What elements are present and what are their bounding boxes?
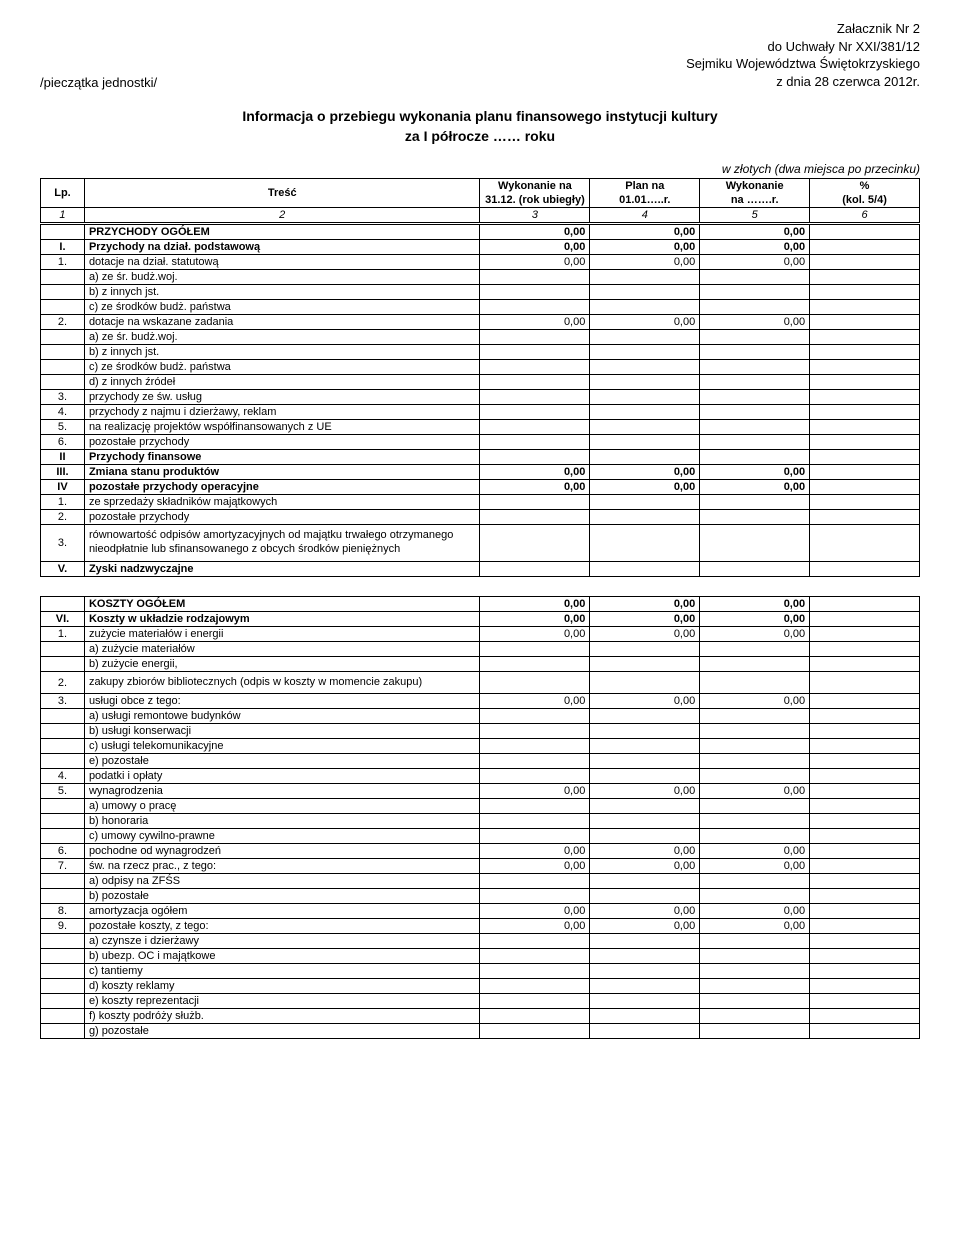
- table-row: b) honoraria: [41, 814, 920, 829]
- table-row: V.Zyski nadzwyczajne: [41, 561, 920, 576]
- coln-1: 1: [41, 208, 85, 224]
- coln-6: 6: [810, 208, 920, 224]
- table-row: 5.na realizację projektów współfinansowa…: [41, 420, 920, 435]
- coln-3: 3: [480, 208, 590, 224]
- table-row: b) z innych jst.: [41, 345, 920, 360]
- table-row: c) ze środków budż. państwa: [41, 300, 920, 315]
- table-row: 3.równowartość odpisów amortyzacyjnych o…: [41, 525, 920, 562]
- section-gap: [41, 576, 920, 596]
- table-row: a) czynsze i dzierżawy: [41, 934, 920, 949]
- annex-line: Załacznik Nr 2: [686, 20, 920, 38]
- table-row: a) ze śr. budż.woj.: [41, 270, 920, 285]
- table-row: 9.pozostałe koszty, z tego:0,000,000,00: [41, 919, 920, 934]
- table-row: 1.zużycie materiałów i energii0,000,000,…: [41, 626, 920, 641]
- table-row: c) usługi telekomunikacyjne: [41, 739, 920, 754]
- table-row: KOSZTY OGÓŁEM0,000,000,00: [41, 596, 920, 611]
- table-row: a) odpisy na ZFŚS: [41, 874, 920, 889]
- table-row: PRZYCHODY OGÓŁEM0,000,000,00: [41, 224, 920, 240]
- council-line: Sejmiku Województwa Świętokrzyskiego: [686, 55, 920, 73]
- table-row: III.Zmiana stanu produktów0,000,000,00: [41, 465, 920, 480]
- col-lp: Lp.: [41, 179, 85, 208]
- unit-note: w złotych (dwa miejsca po przecinku): [40, 162, 920, 176]
- table-row: 3.usługi obce z tego:0,000,000,00: [41, 694, 920, 709]
- annex-block: Załacznik Nr 2 do Uchwały Nr XXI/381/12 …: [686, 20, 920, 90]
- col-wyk-bot: 31.12. (rok ubiegły): [480, 193, 590, 208]
- page-subtitle: za I półrocze …… roku: [40, 128, 920, 144]
- table-row: c) ze środków budż. państwa: [41, 360, 920, 375]
- col-plan-bot: 01.01…..r.: [590, 193, 700, 208]
- stamp-placeholder: /pieczątka jednostki/: [40, 75, 157, 90]
- table-row: 4.podatki i opłaty: [41, 769, 920, 784]
- page-title: Informacja o przebiegu wykonania planu f…: [40, 108, 920, 124]
- table-row: a) usługi remontowe budynków: [41, 709, 920, 724]
- table-row: 2.dotacje na wskazane zadania0,000,000,0…: [41, 315, 920, 330]
- col-pct-bot: (kol. 5/4): [810, 193, 920, 208]
- col-wyk2-top: Wykonanie: [700, 179, 810, 194]
- table-row: I.Przychody na dział. podstawową0,000,00…: [41, 240, 920, 255]
- table-row: 4.przychody z najmu i dzierżawy, reklam: [41, 405, 920, 420]
- col-plan-top: Plan na: [590, 179, 700, 194]
- table-row: e) pozostałe: [41, 754, 920, 769]
- table-row: a) ze śr. budż.woj.: [41, 330, 920, 345]
- table-row: IIPrzychody finansowe: [41, 450, 920, 465]
- table-row: 1.dotacje na dział. statutową0,000,000,0…: [41, 255, 920, 270]
- table-row: d) koszty reklamy: [41, 979, 920, 994]
- table-row: b) usługi konserwacji: [41, 724, 920, 739]
- coln-4: 4: [590, 208, 700, 224]
- page-header: /pieczątka jednostki/ Załacznik Nr 2 do …: [40, 20, 920, 90]
- table-row: e) koszty reprezentacji: [41, 994, 920, 1009]
- table-row: 1.ze sprzedaży składników majątkowych: [41, 495, 920, 510]
- finance-table: Lp. Treść Wykonanie na Plan na Wykonanie…: [40, 178, 920, 1039]
- table-row: a) umowy o pracę: [41, 799, 920, 814]
- table-row: b) pozostałe: [41, 889, 920, 904]
- table-row: 3.przychody ze św. usług: [41, 390, 920, 405]
- table-row: 5.wynagrodzenia0,000,000,00: [41, 784, 920, 799]
- table-row: 6.pochodne od wynagrodzeń0,000,000,00: [41, 844, 920, 859]
- table-row: 7.św. na rzecz prac., z tego:0,000,000,0…: [41, 859, 920, 874]
- table-row: g) pozostałe: [41, 1024, 920, 1039]
- table-row: d) z innych źródeł: [41, 375, 920, 390]
- table-row: 8.amortyzacja ogółem0,000,000,00: [41, 904, 920, 919]
- table-row: c) umowy cywilno-prawne: [41, 829, 920, 844]
- col-pct-top: %: [810, 179, 920, 194]
- table-row: b) ubezp. OC i majątkowe: [41, 949, 920, 964]
- resolution-line: do Uchwały Nr XXI/381/12: [686, 38, 920, 56]
- table-row: f) koszty podróży służb.: [41, 1009, 920, 1024]
- col-tresc: Treść: [84, 179, 480, 208]
- date-line: z dnia 28 czerwca 2012r.: [686, 73, 920, 91]
- col-wyk2-bot: na …….r.: [700, 193, 810, 208]
- coln-2: 2: [84, 208, 480, 224]
- table-row: 2.pozostałe przychody: [41, 510, 920, 525]
- table-row: b) z innych jst.: [41, 285, 920, 300]
- coln-5: 5: [700, 208, 810, 224]
- table-row: b) zużycie energii,: [41, 656, 920, 671]
- table-row: 6.pozostałe przychody: [41, 435, 920, 450]
- table-row: a) zużycie materiałów: [41, 641, 920, 656]
- table-row: 2.zakupy zbiorów bibliotecznych (odpis w…: [41, 671, 920, 694]
- table-row: IVpozostałe przychody operacyjne0,000,00…: [41, 480, 920, 495]
- table-row: VI.Koszty w układzie rodzajowym0,000,000…: [41, 611, 920, 626]
- table-row: c) tantiemy: [41, 964, 920, 979]
- col-wyk-top: Wykonanie na: [480, 179, 590, 194]
